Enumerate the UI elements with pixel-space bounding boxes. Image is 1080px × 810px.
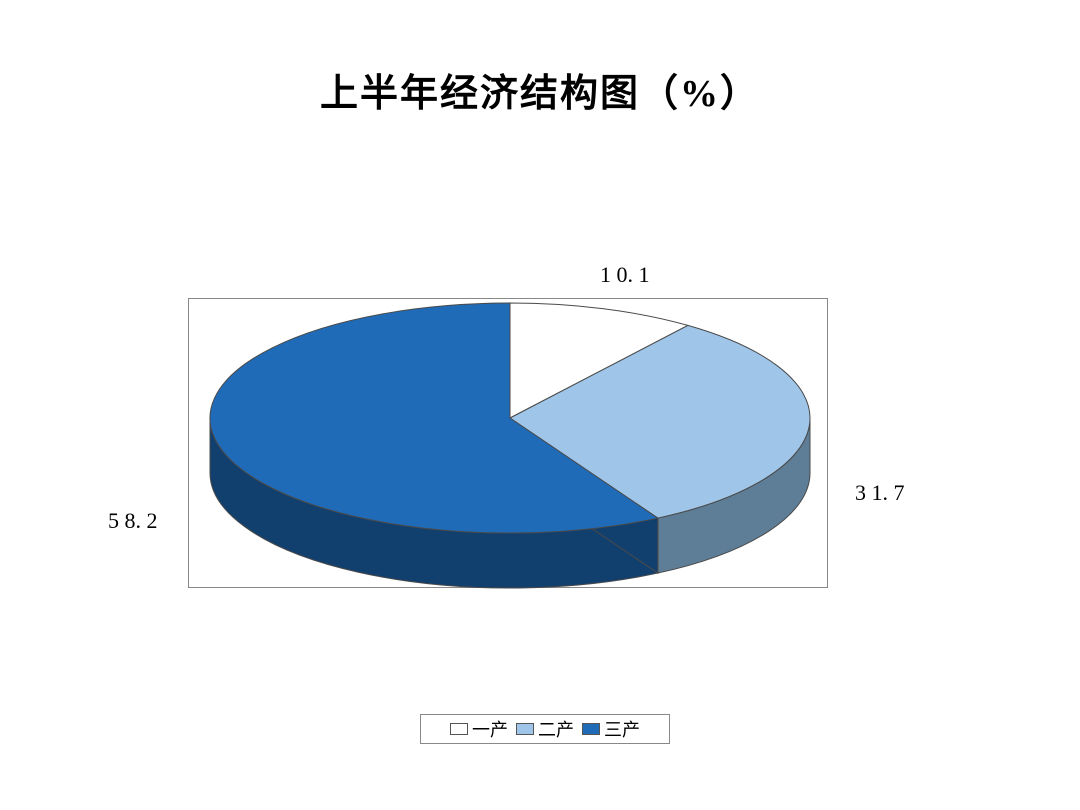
legend-swatch: [516, 723, 534, 735]
legend-item: 二产: [516, 716, 574, 742]
legend-label: 一产: [472, 716, 508, 742]
chart-title: 上半年经济结构图（%）: [0, 62, 1080, 117]
data-label: 1 0. 1: [600, 262, 650, 288]
data-label: 3 1. 7: [855, 480, 905, 506]
plot-area: [188, 298, 828, 588]
legend-label: 二产: [538, 716, 574, 742]
legend-swatch: [450, 723, 468, 735]
legend-item: 一产: [450, 716, 508, 742]
legend-swatch: [582, 723, 600, 735]
legend-item: 三产: [582, 716, 640, 742]
data-label: 5 8. 2: [108, 508, 158, 534]
legend: 一产 二产 三产: [420, 714, 670, 744]
legend-label: 三产: [604, 716, 640, 742]
